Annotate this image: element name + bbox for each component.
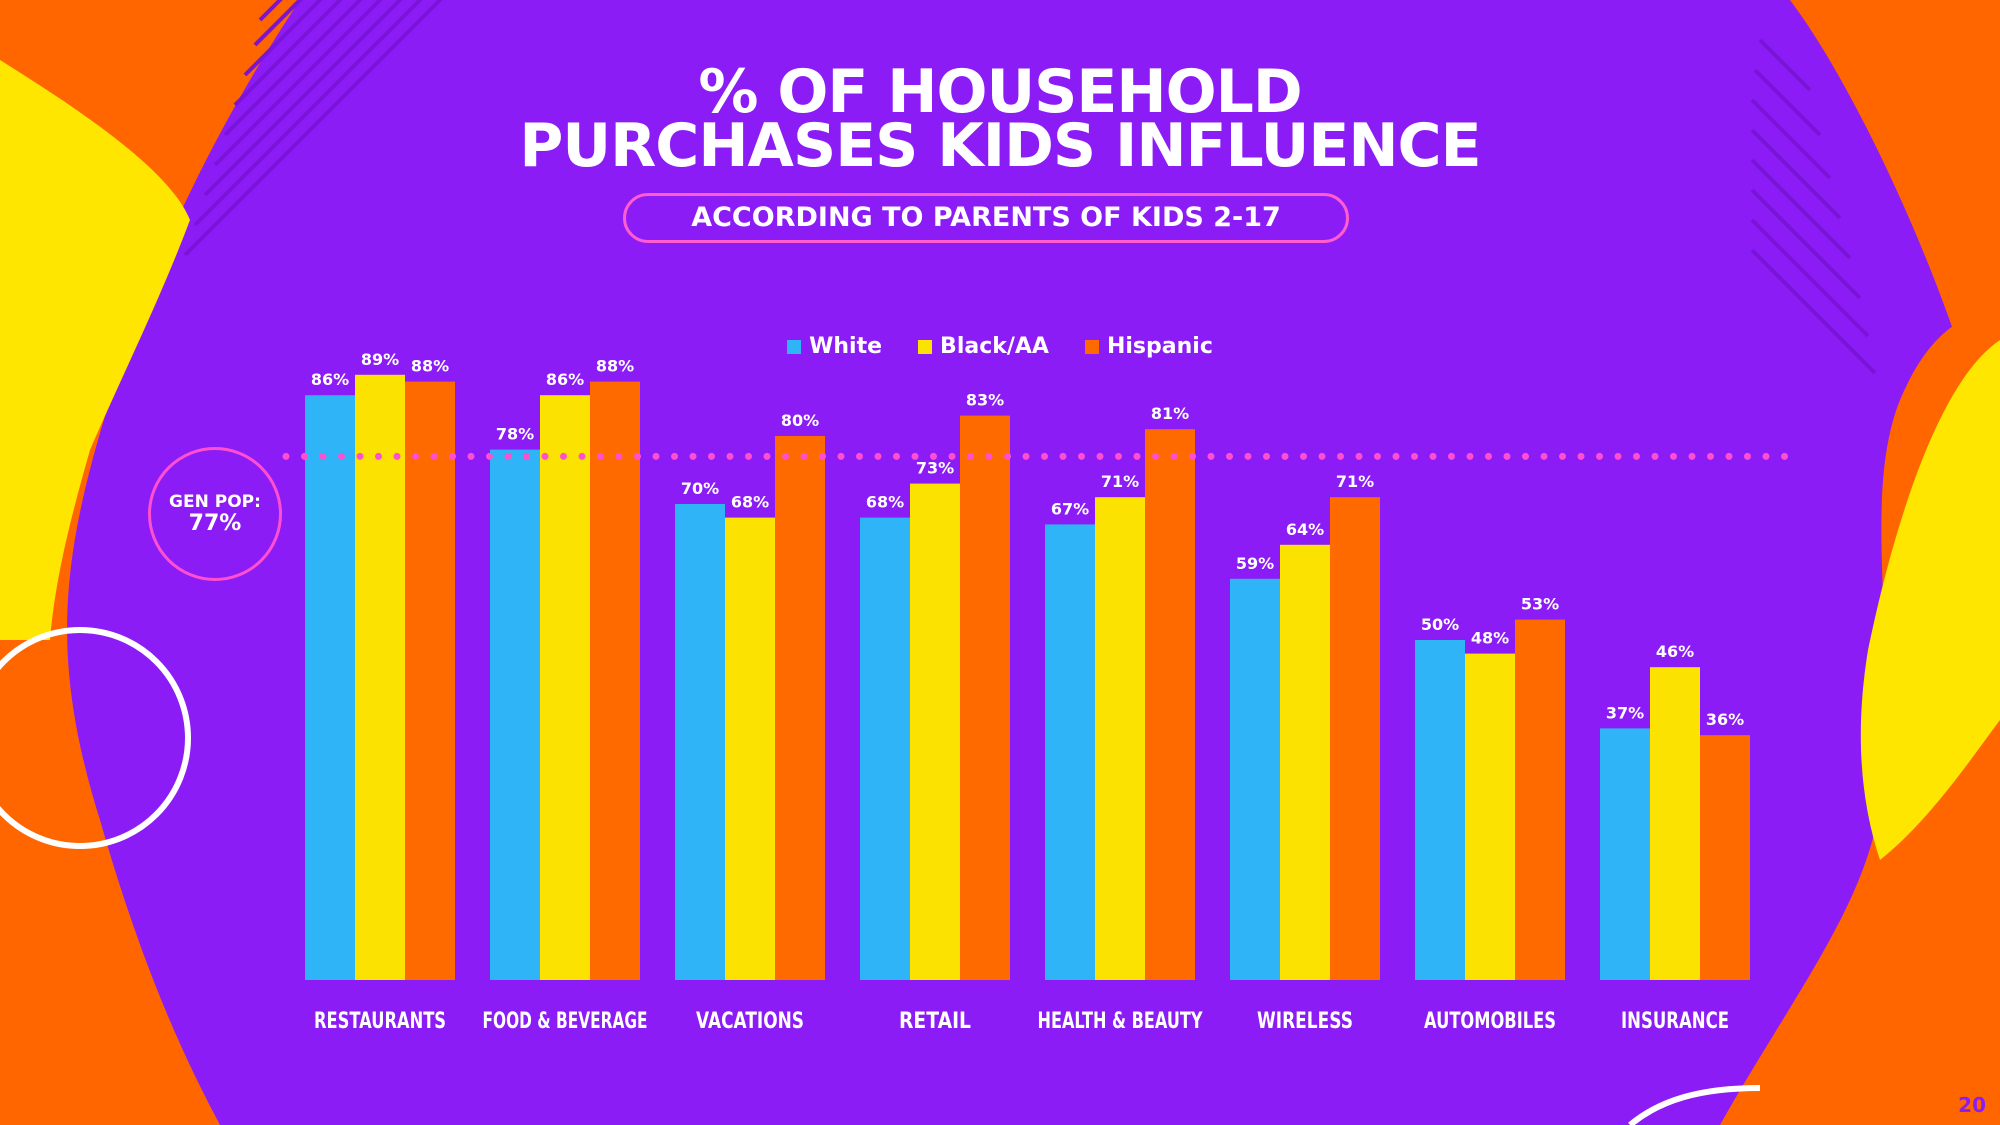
data-label: 36% (1706, 710, 1744, 729)
legend-item: White (787, 334, 882, 359)
category-label: INSURANCE (1621, 1009, 1729, 1034)
category-label: FOOD & BEVERAGE (483, 1009, 648, 1034)
bar (1415, 640, 1465, 980)
bar (1330, 497, 1380, 980)
bar (355, 374, 405, 980)
legend-swatch (1084, 339, 1099, 354)
legend-swatch (918, 339, 933, 354)
category-label: RETAIL (899, 1009, 971, 1034)
legend-label: Black/AA (940, 334, 1049, 359)
page-subtitle: ACCORDING TO PARENTS OF KIDS 2-17 (623, 193, 1349, 243)
page-title-line-1: % OF HOUSEHOLD (698, 57, 1302, 127)
bar (1600, 728, 1650, 980)
bar (1230, 578, 1280, 980)
legend-item: Black/AA (918, 334, 1049, 359)
data-label: 78% (496, 425, 534, 444)
data-label: 88% (596, 357, 634, 376)
bar (1095, 497, 1145, 980)
bar (675, 504, 725, 980)
data-label: 67% (1051, 499, 1089, 518)
data-label: 68% (731, 493, 769, 512)
legend-item: Hispanic (1084, 334, 1213, 359)
data-label: 71% (1336, 472, 1374, 491)
right-hatch-pattern (1750, 38, 1877, 375)
bottom-right-arc (1628, 1085, 1761, 1125)
bar (1045, 524, 1095, 980)
data-label: 83% (966, 391, 1004, 410)
bar (305, 395, 355, 980)
category-label: AUTOMOBILES (1424, 1009, 1556, 1034)
bar (860, 517, 910, 980)
data-label: 88% (411, 357, 449, 376)
data-label: 64% (1286, 520, 1324, 539)
bar (540, 395, 590, 980)
legend-label: Hispanic (1106, 334, 1213, 359)
bar (1280, 544, 1330, 980)
chart-legend: White Black/AA Hispanic (0, 334, 2000, 359)
page-number: 20 (1958, 1093, 1986, 1117)
data-label: 59% (1236, 554, 1274, 573)
category-label: RESTAURANTS (314, 1009, 446, 1034)
gen-pop-label: GEN POP: (169, 492, 261, 512)
data-label: 80% (781, 411, 819, 430)
data-label: 37% (1606, 703, 1644, 722)
bar (775, 436, 825, 980)
bar (910, 483, 960, 980)
data-label: 46% (1656, 642, 1694, 661)
bar (1515, 619, 1565, 980)
data-label: 73% (916, 459, 954, 478)
bar (590, 381, 640, 981)
left-hatch-pattern (183, 0, 443, 257)
bar (490, 449, 540, 981)
bar (725, 517, 775, 980)
data-label: 86% (546, 370, 584, 389)
right-orange-shape (1720, 0, 2000, 1125)
page-title-line-2: PURCHASES KIDS INFLUENCE (519, 111, 1481, 181)
right-orange-top (1790, 0, 2000, 350)
data-label: 81% (1151, 404, 1189, 423)
bar (1700, 735, 1750, 980)
right-yellow-shape (1860, 340, 2000, 860)
left-outline-circle (0, 627, 191, 849)
bar (1650, 667, 1700, 980)
bar (1145, 429, 1195, 980)
left-yellow-shape (0, 60, 190, 640)
legend-swatch (787, 339, 802, 354)
bar (1465, 653, 1515, 980)
bar (405, 381, 455, 981)
data-label: 53% (1521, 595, 1559, 614)
gen-pop-badge: GEN POP: 77% (148, 447, 282, 581)
data-label: 48% (1471, 629, 1509, 648)
data-label: 68% (866, 493, 904, 512)
category-label: VACATIONS (696, 1009, 804, 1034)
data-label: 71% (1101, 472, 1139, 491)
category-label: WIRELESS (1257, 1009, 1353, 1034)
data-label: 89% (361, 350, 399, 369)
legend-label: White (809, 334, 883, 359)
gen-pop-value: 77% (188, 511, 242, 536)
category-label: HEALTH & BEAUTY (1038, 1009, 1204, 1034)
bar (960, 415, 1010, 981)
data-label: 86% (311, 370, 349, 389)
data-label: 50% (1421, 615, 1459, 634)
data-label: 70% (681, 479, 719, 498)
